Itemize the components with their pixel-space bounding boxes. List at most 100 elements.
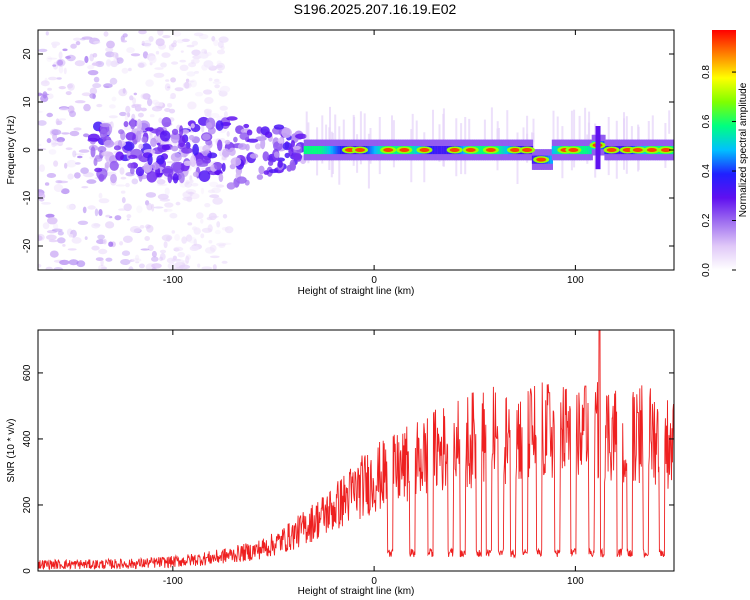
heatmap-blob (159, 256, 163, 262)
heatmap-blob (134, 105, 142, 112)
heatmap-blob (80, 167, 89, 174)
heatmap-streak (496, 121, 499, 151)
heatmap-blob (200, 168, 206, 171)
heatmap-blob (188, 134, 195, 141)
heatmap-blob (113, 145, 121, 151)
heatmap-streak (329, 106, 331, 147)
heatmap-blob (62, 48, 68, 52)
heatmap-blob (135, 254, 140, 261)
heatmap-blob (203, 60, 214, 68)
heatmap-blob (155, 38, 165, 47)
heatmap-band-core (414, 146, 418, 155)
heatmap-band-core (497, 146, 501, 155)
heatmap-blob (166, 161, 176, 164)
heatmap-band-core (332, 146, 336, 155)
heatmap-blob (51, 41, 61, 47)
heatmap-blob (226, 182, 236, 190)
heatmap-band-core (312, 146, 316, 155)
heatmap-blob (63, 67, 67, 75)
heatmap-blob (222, 214, 228, 219)
heatmap-blob (202, 133, 211, 141)
heatmap-blob (167, 103, 173, 108)
heatmap-blob (173, 246, 184, 252)
heatmap-blob (179, 64, 189, 72)
heatmap-streak (342, 119, 345, 141)
heatmap-blob (53, 267, 64, 270)
heatmap-blob (171, 162, 182, 171)
heatmap-band-core (555, 146, 559, 155)
heatmap-band-core (330, 146, 334, 155)
heatmap-blob (106, 40, 115, 49)
heatmap-blob (233, 136, 238, 143)
heatmap-band-core (439, 146, 443, 155)
heatmap-blob (185, 234, 193, 242)
heatmap-band-core (588, 146, 592, 155)
heatmap-blob (87, 205, 96, 210)
heatmap-blob (72, 150, 77, 158)
heatmap-blob (221, 162, 226, 172)
heatmap-band-core (367, 146, 371, 155)
heatmap-blob (65, 147, 73, 150)
heatmap-blob (103, 238, 107, 245)
snr-frame (37, 329, 675, 572)
heatmap-blob (113, 57, 123, 62)
heatmap-blob (44, 182, 50, 186)
heatmap-blob (46, 230, 58, 234)
heatmap-blob (109, 104, 116, 109)
heatmap-blob (94, 208, 99, 217)
x-tick-label: 0 (371, 576, 377, 587)
heatmap-blob (45, 31, 49, 36)
heatmap-blob (185, 179, 190, 185)
heatmap-band-core (432, 146, 436, 155)
heatmap-blob (97, 146, 107, 153)
heatmap-blob (121, 197, 126, 204)
heatmap-blob (138, 62, 145, 68)
colorbar-tick-label: 0.6 (701, 114, 712, 128)
heatmap-blob (178, 135, 186, 148)
y-tick-label: 10 (22, 96, 33, 108)
y-tick-label: 0 (22, 147, 33, 153)
heatmap-blob (146, 171, 158, 183)
heatmap-blob (212, 81, 222, 85)
heatmap-band-core (338, 146, 342, 155)
heatmap-blob (263, 170, 269, 175)
heatmap-blob (50, 139, 57, 148)
heatmap-blob (93, 40, 101, 44)
heatmap-blob (245, 143, 250, 151)
heatmap-band-core (339, 146, 343, 155)
heatmap-blob (67, 173, 74, 180)
heatmap-band-core (550, 155, 553, 164)
heatmap-blob (95, 257, 104, 261)
colorbar: 0.0 0.2 0.4 0.6 0.8 Normalized spectral ampl… (701, 30, 749, 277)
heatmap-hotspot (660, 148, 671, 152)
heatmap-blob (136, 205, 143, 214)
heatmap-blob (268, 160, 274, 166)
heatmap-blob (216, 60, 222, 66)
heatmap-blob (52, 61, 59, 70)
heatmap-blob (99, 122, 111, 128)
heatmap-band-core (310, 146, 314, 155)
heatmap-blob (45, 266, 53, 270)
heatmap-band-core (329, 146, 332, 155)
heatmap-band-core (434, 146, 438, 155)
heatmap-blob (206, 122, 213, 129)
heatmap-blob (273, 124, 285, 130)
heatmap-blob (192, 55, 202, 60)
heatmap-blob (201, 266, 213, 270)
heatmap-blob (276, 157, 285, 162)
heatmap-streak (391, 115, 393, 150)
heatmap-blob (164, 83, 171, 91)
heatmap-blob (89, 53, 94, 62)
heatmap-blob (76, 260, 86, 268)
heatmap-streak (334, 114, 337, 142)
heatmap-blob (218, 243, 226, 248)
heatmap-blob (46, 138, 52, 144)
heatmap-blob (205, 113, 211, 117)
heatmap-blob (92, 53, 98, 58)
heatmap-blob (187, 101, 197, 110)
heatmap-blob (185, 255, 190, 264)
heatmap-blob (138, 143, 144, 150)
heatmap-blob (208, 77, 213, 82)
heatmap-blob (160, 62, 167, 68)
heatmap-blob (119, 241, 124, 246)
